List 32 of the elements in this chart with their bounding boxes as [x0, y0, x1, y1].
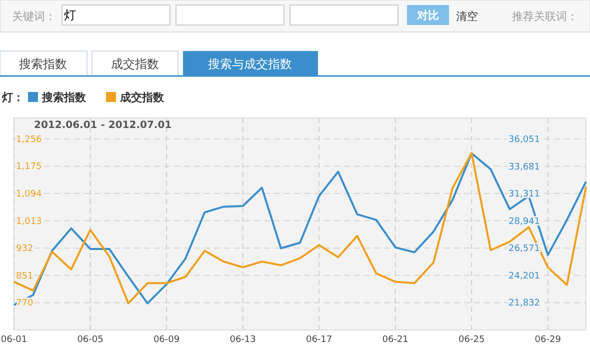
y2-tick-label: 21,832 [508, 298, 540, 309]
text: 搜索与成交指数 [208, 57, 292, 71]
x-tick-label: 06-13 [230, 335, 256, 345]
y2-tick-label: 33,681 [508, 162, 540, 172]
x-tick-label: 06-21 [382, 335, 408, 345]
x-tick-label: 06-29 [534, 335, 562, 345]
y-tick-label: 1,094 [16, 190, 42, 200]
legend-label: 搜索指数 [41, 91, 87, 104]
text: 灯 [64, 8, 76, 22]
text: 搜索指数 [19, 57, 67, 71]
x-tick-label: 06-01 [0, 335, 28, 345]
x-tick-label: 06-25 [458, 335, 485, 345]
text: 成交指数 [111, 57, 159, 71]
y2-tick-label: 31,311 [508, 190, 540, 200]
x-tick-label: 06-05 [77, 335, 104, 345]
text: 清空 [456, 10, 478, 23]
legend-title: 灯： [1, 91, 24, 104]
legend-label: 成交指数 [119, 91, 165, 104]
y-tick-label: 770 [16, 298, 34, 309]
y-tick-label: 1,256 [16, 134, 42, 145]
y-tick-label: 1,013 [16, 216, 42, 227]
x-tick-label: 06-17 [306, 335, 332, 345]
y-tick-label: 851 [16, 271, 34, 282]
y-tick-label: 932 [16, 244, 34, 254]
y-tick-label: 1,175 [16, 162, 42, 172]
text: 对比 [416, 9, 439, 22]
chart-subtitle: 2012.06.01 - 2012.07.01 [34, 120, 172, 131]
text: 推荐关联词： [512, 10, 578, 23]
x-tick-label: 06-09 [153, 335, 180, 345]
y2-tick-label: 24,201 [508, 271, 540, 282]
text: 关键词： [12, 10, 56, 23]
y2-tick-label: 36,051 [508, 135, 540, 145]
